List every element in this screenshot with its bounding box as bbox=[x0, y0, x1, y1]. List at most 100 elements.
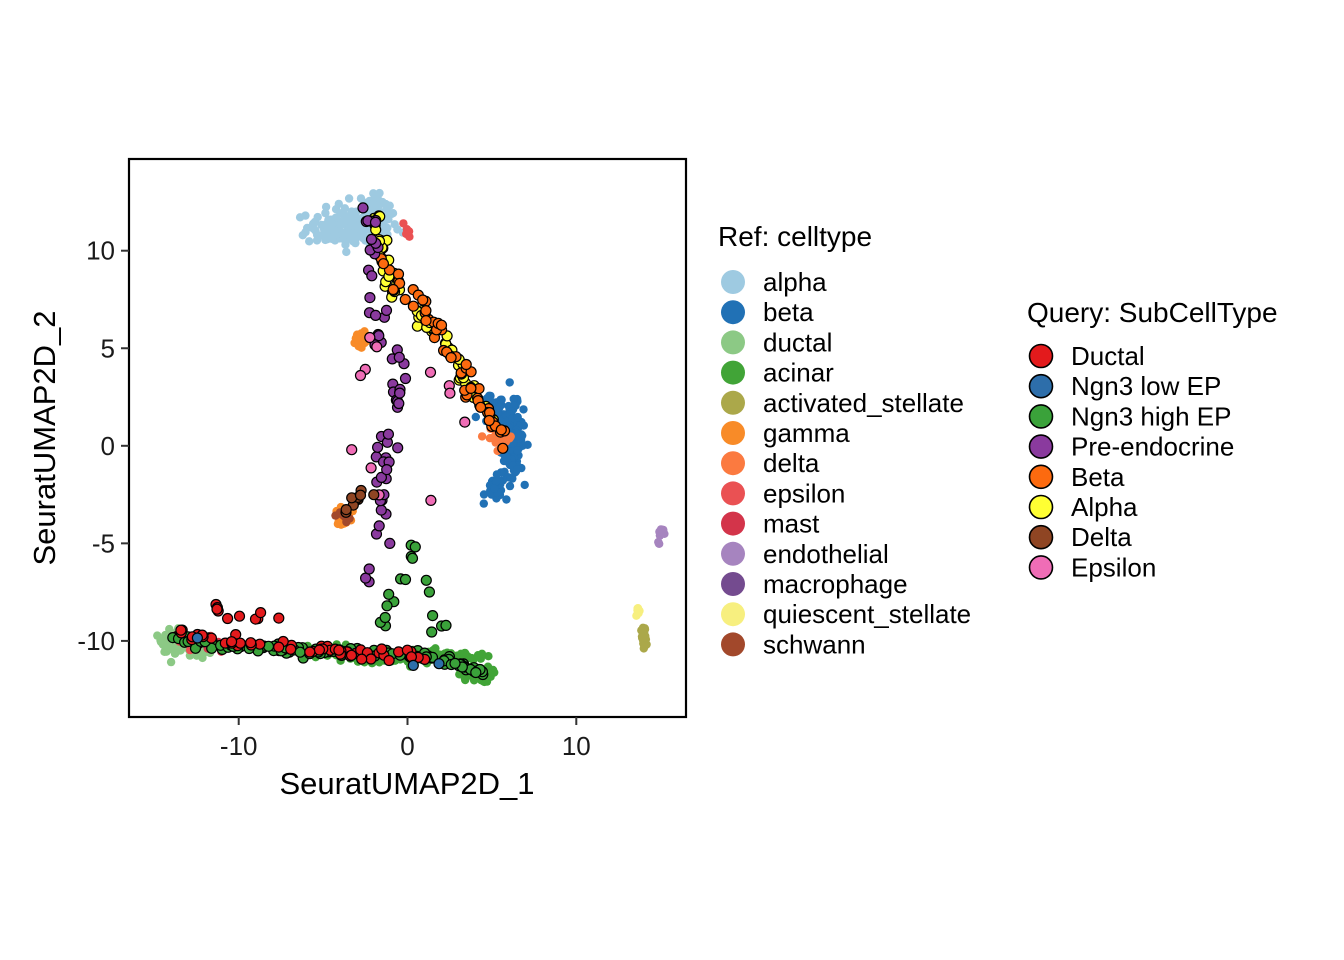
query-point-ductal bbox=[365, 653, 377, 665]
query-point-beta bbox=[497, 442, 509, 454]
ref-legend-key-schwann bbox=[721, 632, 745, 657]
query-point-epsilon bbox=[364, 331, 376, 344]
ref-point-alpha bbox=[375, 188, 384, 198]
query-point-pre-endocrine bbox=[392, 442, 404, 454]
query-point-pre-endocrine bbox=[373, 330, 385, 342]
ref-point-alpha bbox=[382, 201, 391, 210]
query-point-pre-endocrine bbox=[363, 563, 375, 575]
query-legend-label: Epsilon bbox=[1071, 552, 1156, 582]
query-point-ngn3-high-ep bbox=[381, 600, 393, 612]
ref-point-beta bbox=[479, 490, 489, 499]
query-point-epsilon bbox=[444, 387, 456, 399]
query-point-beta bbox=[435, 319, 448, 331]
x-tick-label: -10 bbox=[220, 731, 258, 761]
query-point-ductal bbox=[333, 644, 345, 656]
query-point-ductal bbox=[175, 624, 187, 636]
ref-point-alpha bbox=[388, 209, 398, 218]
y-axis-label: SeuratUMAP2D_2 bbox=[27, 310, 62, 565]
query-legend-label: Pre-endocrine bbox=[1071, 432, 1234, 462]
query-legend-key-alpha bbox=[1028, 494, 1054, 520]
query-point-pre-endocrine bbox=[369, 216, 382, 228]
ref-legend-label: activated_stellate bbox=[763, 388, 964, 418]
ref-point-alpha bbox=[305, 237, 314, 246]
ref-legend: Ref: celltype alphabetaductalacinaractiv… bbox=[718, 221, 971, 659]
query-point-beta bbox=[465, 382, 477, 394]
ref-point-beta bbox=[513, 412, 522, 422]
ref-point-alpha bbox=[324, 225, 334, 235]
query-legend-title: Query: SubCellType bbox=[1027, 297, 1278, 328]
query-point-ngn3-high-ep bbox=[426, 626, 438, 638]
query-point-ductal bbox=[222, 612, 234, 625]
query-point-pre-endocrine bbox=[372, 441, 384, 453]
y-tick-label: 10 bbox=[86, 236, 115, 266]
y-tick-label: 0 bbox=[101, 431, 115, 461]
query-point-ductal bbox=[304, 646, 316, 658]
query-point-pre-endocrine bbox=[365, 233, 378, 245]
ref-legend-label: delta bbox=[763, 448, 820, 478]
query-point-ngn3-high-ep bbox=[406, 552, 419, 564]
query-point-pre-endocrine bbox=[380, 304, 393, 316]
ref-point-alpha bbox=[316, 231, 325, 240]
query-point-epsilon bbox=[425, 494, 437, 506]
query-point-ngn3-high-ep bbox=[379, 611, 391, 624]
query-point-ductal bbox=[273, 612, 285, 624]
ref-legend-key-acinar bbox=[721, 360, 745, 385]
ref-point-beta bbox=[492, 470, 502, 479]
ref-point-delta bbox=[503, 434, 513, 443]
ref-point-beta bbox=[502, 453, 512, 462]
ref-point-alpha bbox=[351, 210, 360, 219]
ref-point-beta bbox=[520, 480, 529, 490]
query-point-ngn3-high-ep bbox=[427, 609, 439, 622]
query-legend-label: Ductal bbox=[1071, 341, 1145, 371]
ref-legend-key-beta bbox=[721, 300, 745, 325]
ref-legend-key-gamma bbox=[721, 421, 745, 445]
query-legend-label: Ngn3 low EP bbox=[1071, 371, 1221, 401]
query-point-ductal bbox=[383, 654, 395, 667]
query-point-epsilon bbox=[371, 341, 383, 353]
query-legend-key-delta bbox=[1028, 524, 1054, 550]
query-point-beta bbox=[377, 258, 389, 270]
ref-point-alpha bbox=[308, 219, 318, 228]
ref-points-layer bbox=[153, 188, 669, 687]
query-point-ngn3-low-ep bbox=[191, 632, 203, 644]
query-point-beta bbox=[399, 293, 411, 306]
ref-point-epsilon bbox=[402, 225, 412, 234]
ref-point-beta bbox=[492, 477, 501, 486]
query-legend-key-epsilon bbox=[1028, 555, 1054, 580]
query-point-ductal bbox=[273, 641, 285, 653]
x-tick-label: 0 bbox=[400, 731, 414, 761]
query-legend-key-ngn3-low-ep bbox=[1028, 373, 1054, 399]
ref-legend-title: Ref: celltype bbox=[718, 221, 872, 252]
ref-point-endothelial bbox=[654, 539, 663, 548]
ref-point-ductal bbox=[166, 657, 176, 667]
ref-point-gamma bbox=[353, 335, 362, 344]
ref-point-activated_stellate bbox=[638, 633, 647, 643]
query-point-beta bbox=[483, 414, 495, 427]
query-point-ductal bbox=[255, 606, 267, 619]
ref-point-ductal bbox=[175, 646, 184, 655]
query-point-ngn3-low-ep bbox=[433, 658, 445, 670]
query-legend-key-beta bbox=[1028, 464, 1054, 490]
ref-point-acinar bbox=[473, 651, 483, 660]
ref-point-beta bbox=[479, 499, 488, 508]
ref-point-beta bbox=[514, 432, 523, 441]
ref-point-endothelial bbox=[656, 525, 666, 534]
query-point-ductal bbox=[285, 643, 297, 655]
query-point-beta bbox=[392, 268, 405, 280]
ref-point-activated_stellate bbox=[638, 625, 647, 635]
query-point-ngn3-high-ep bbox=[423, 586, 435, 598]
query-point-ductal bbox=[356, 653, 368, 665]
query-point-delta bbox=[340, 504, 352, 516]
ref-point-acinar bbox=[486, 672, 495, 681]
query-point-beta bbox=[495, 424, 507, 436]
ref-point-alpha bbox=[369, 189, 378, 198]
ref-point-beta bbox=[495, 403, 504, 412]
query-point-ductal bbox=[313, 644, 325, 656]
ref-legend-key-ductal bbox=[721, 330, 745, 355]
ref-point-alpha bbox=[348, 221, 358, 231]
query-point-epsilon bbox=[365, 462, 377, 474]
ref-point-alpha bbox=[313, 212, 322, 222]
query-points-layer bbox=[167, 202, 511, 681]
axes: -10 0 10 -10 -5 0 5 10 bbox=[77, 236, 590, 761]
